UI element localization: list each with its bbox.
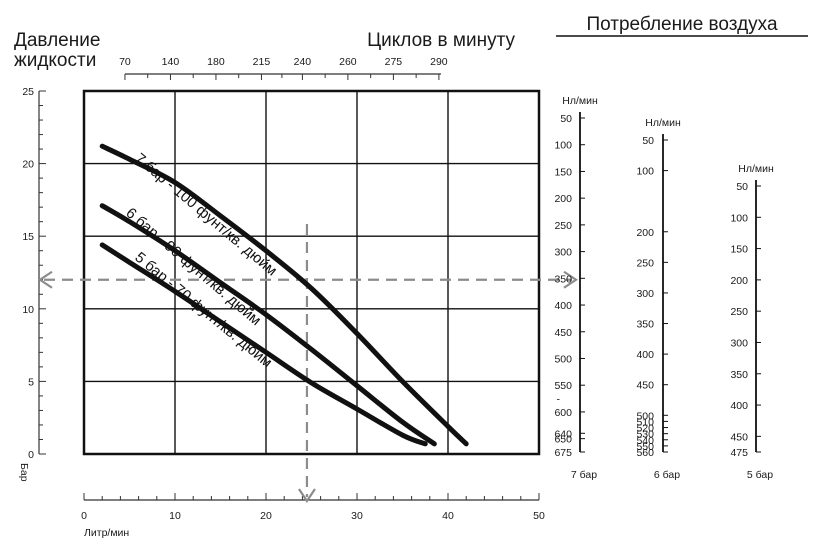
air-scale-label-2: 6 бар <box>654 469 680 481</box>
x-axis-label: Литр/мин <box>84 527 129 539</box>
y-axis: 0 5 10 15 20 25 <box>22 86 46 461</box>
air-scale-tick-label: 560 <box>636 447 654 459</box>
x-tick-label: 0 <box>81 510 87 522</box>
y-axis-label: Бар <box>18 463 30 482</box>
cycles-title: Циклов в минуту <box>367 30 515 51</box>
air-scale-tick-label: 450 <box>554 327 572 339</box>
x-tick-label: 30 <box>351 510 363 522</box>
y-tick-label: 0 <box>28 449 34 461</box>
guide-arrow-right <box>563 270 578 289</box>
guide-arrow-down <box>298 488 316 503</box>
air-scale-tick-label: 400 <box>636 349 654 361</box>
air-scale-tick-label: 50 <box>642 135 654 147</box>
air-scale-label-1: 7 бар <box>571 469 597 481</box>
pressure-title-line2: жидкости <box>14 50 96 71</box>
air-scale-tick-label: 100 <box>636 166 654 178</box>
air-scale-tick-label: 520 <box>636 423 654 435</box>
curve-series-2 <box>99 203 437 447</box>
air-scale-unit-2: Нл/мин <box>645 117 681 129</box>
curve-series-3 <box>99 242 428 447</box>
guide-arrow-left <box>38 270 53 289</box>
air-scale-tick-label: 475 <box>730 447 748 459</box>
air-scale-tick-label: 650 <box>554 434 572 446</box>
air-scale-tick-label: 540 <box>636 435 654 447</box>
y-tick-label: 25 <box>22 86 34 98</box>
air-scale-tick-label: 640 <box>554 428 572 440</box>
cycles-tick-label: 215 <box>253 56 271 68</box>
air-scale-unit-3: Нл/мин <box>738 163 774 175</box>
air-scale-tick-label: 250 <box>554 220 572 232</box>
air-scale-tick-label: 100 <box>730 212 748 224</box>
x-tick-label: 10 <box>169 510 181 522</box>
air-scale-tick-label: 450 <box>636 380 654 392</box>
cycles-tick-label: 180 <box>207 56 225 68</box>
air-scale-tick-label: 200 <box>730 275 748 287</box>
air-scale-tick-label: 600 <box>554 407 572 419</box>
air-consumption-scales: Нл/мин 50 100 150 200 250 300 350 400 450 500 550 60… <box>554 95 773 481</box>
cycles-tick-label: 140 <box>162 56 180 68</box>
air-scale-tick-label: 530 <box>636 429 654 441</box>
air-scale-tick-label: 250 <box>636 257 654 269</box>
plot-frame <box>82 89 541 456</box>
air-scale-tick-label: 550 <box>554 380 572 392</box>
air-scale-tick-label: 550 <box>636 441 654 453</box>
air-scale-unit-1: Нл/мин <box>562 95 598 107</box>
cycles-tick-label: 70 <box>119 56 131 68</box>
y-tick-label: 10 <box>22 304 34 316</box>
air-scale-tick-label: 250 <box>730 306 748 318</box>
air-scale-tick-label: 510 <box>636 416 654 428</box>
air-scale-tick-label: 200 <box>554 193 572 205</box>
performance-curves <box>99 143 469 447</box>
air-scale-tick-label: 450 <box>730 431 748 443</box>
air-scale-tick-label: 350 <box>554 273 572 285</box>
air-scale-tick-label: 300 <box>554 247 572 259</box>
x-tick-label: 20 <box>260 510 272 522</box>
y-tick-label: 5 <box>28 376 34 388</box>
x-tick-label: 40 <box>442 510 454 522</box>
x-tick-label: 50 <box>533 510 545 522</box>
air-scale-tick-label: 150 <box>730 244 748 256</box>
air-scale-label-3: 5 бар <box>747 469 773 481</box>
air-scale-tick-label: 400 <box>554 300 572 312</box>
curve-series-1 <box>99 143 469 447</box>
y-tick-label: 15 <box>22 231 34 243</box>
air-scale-tick-label: 400 <box>730 400 748 412</box>
air-scale-tick-label: 200 <box>636 227 654 239</box>
example-reading-guides <box>38 224 578 503</box>
cycles-tick-label: 240 <box>294 56 312 68</box>
air-scale-tick-label: 500 <box>554 353 572 365</box>
cycles-tick-label: 275 <box>385 56 403 68</box>
pressure-title-line1: Давление <box>14 30 100 51</box>
cycles-axis: 70 140 180 215 240 260 275 290 <box>119 56 448 80</box>
air-scale-extra-mark: - <box>557 394 561 406</box>
cycles-tick-label: 290 <box>430 56 448 68</box>
air-scale-tick-label: 350 <box>636 319 654 331</box>
cycles-tick-label: 260 <box>339 56 357 68</box>
air-scale-tick-label: 500 <box>636 410 654 422</box>
x-axis: 0 10 20 30 40 50 <box>81 493 545 522</box>
air-scale-tick-label: 300 <box>730 337 748 349</box>
y-tick-label: 20 <box>22 159 34 171</box>
air-scale-tick-label: 100 <box>554 140 572 152</box>
air-scale-tick-label: 300 <box>636 288 654 300</box>
air-consumption-title: Потребление воздуха <box>586 14 777 35</box>
air-scale-tick-label: 50 <box>736 181 748 193</box>
air-scale-tick-label: 350 <box>730 369 748 381</box>
air-scale-tick-label: 50 <box>560 113 572 125</box>
air-scale-tick-label: 675 <box>554 447 572 459</box>
air-scale-tick-label: 150 <box>554 166 572 178</box>
